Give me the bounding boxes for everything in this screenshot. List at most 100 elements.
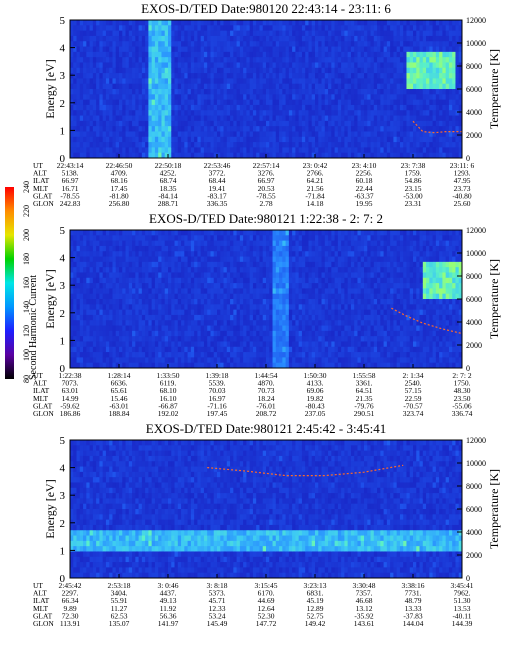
heatmap-cell bbox=[174, 245, 179, 252]
heatmap-cell bbox=[246, 362, 251, 369]
heatmap-cell bbox=[347, 99, 352, 106]
heatmap-cell bbox=[70, 57, 74, 63]
heatmap-cell bbox=[226, 115, 231, 122]
heatmap-cell bbox=[200, 57, 205, 63]
heatmap-cell bbox=[203, 35, 208, 42]
heatmap-cell bbox=[79, 152, 84, 159]
heatmap-cell bbox=[315, 62, 319, 69]
heatmap-cell bbox=[337, 30, 342, 37]
heatmap-cell bbox=[419, 142, 424, 148]
heatmap-cell bbox=[442, 120, 447, 127]
heatmap-cell bbox=[246, 25, 251, 32]
heatmap-cell bbox=[154, 330, 159, 337]
heatmap-cell bbox=[115, 288, 120, 295]
heatmap-cell bbox=[217, 341, 221, 348]
heatmap-cell bbox=[194, 57, 198, 63]
heatmap-cell bbox=[249, 73, 254, 79]
heatmap-cell bbox=[370, 115, 375, 122]
heatmap-cell bbox=[452, 147, 456, 154]
heatmap-cell bbox=[119, 267, 123, 273]
heatmap-cell bbox=[347, 104, 352, 111]
heatmap-cell bbox=[233, 152, 237, 159]
heatmap-cell bbox=[125, 136, 130, 143]
heatmap-cell bbox=[377, 57, 381, 63]
heatmap-cell bbox=[275, 51, 280, 58]
heatmap-cell bbox=[174, 314, 179, 321]
heatmap-cell bbox=[154, 309, 159, 316]
heatmap-cell bbox=[174, 320, 179, 326]
heatmap-cell bbox=[83, 89, 87, 95]
heatmap-cell bbox=[207, 147, 211, 154]
heatmap-cell bbox=[83, 83, 87, 90]
heatmap-cell bbox=[161, 288, 166, 295]
heatmap-cell bbox=[272, 120, 277, 127]
heatmap-cell bbox=[226, 245, 231, 252]
heatmap-cell bbox=[207, 314, 211, 321]
heatmap-cell bbox=[171, 330, 175, 337]
heatmap-cell bbox=[455, 99, 460, 106]
heatmap-cell bbox=[181, 256, 185, 263]
heatmap-cell bbox=[161, 147, 166, 154]
heatmap-cell bbox=[370, 41, 375, 47]
heatmap-cell bbox=[135, 346, 139, 353]
heatmap-cell bbox=[138, 346, 143, 353]
heatmap-cell bbox=[92, 104, 97, 111]
heatmap-cell bbox=[266, 67, 270, 74]
heatmap-cell bbox=[233, 51, 237, 58]
heatmap-cell bbox=[187, 136, 192, 143]
heatmap-cell bbox=[455, 46, 460, 53]
heatmap-cell bbox=[174, 235, 179, 242]
heatmap-cell bbox=[194, 267, 198, 273]
heatmap-cell bbox=[128, 320, 133, 326]
heatmap-cell bbox=[197, 147, 202, 154]
heatmap-cell bbox=[419, 110, 424, 116]
heatmap-cell bbox=[324, 46, 329, 53]
heatmap-cell bbox=[311, 30, 316, 37]
heatmap-cell bbox=[138, 341, 143, 348]
heatmap-cell bbox=[177, 73, 182, 79]
heatmap-cell bbox=[354, 51, 358, 58]
heatmap-cell bbox=[328, 89, 332, 95]
heatmap-cell bbox=[390, 30, 394, 37]
heatmap-cell bbox=[207, 304, 211, 311]
heatmap-cell bbox=[148, 126, 153, 132]
heatmap-cell bbox=[403, 30, 407, 37]
heatmap-cell bbox=[230, 41, 234, 47]
heatmap-cell bbox=[331, 126, 335, 132]
heatmap-cell bbox=[279, 73, 283, 79]
heatmap-cell bbox=[194, 131, 198, 138]
heatmap-cell bbox=[213, 341, 218, 348]
heatmap-cell bbox=[86, 293, 90, 300]
heatmap-cell bbox=[236, 46, 241, 53]
heatmap-cell bbox=[262, 83, 267, 90]
heatmap-cell bbox=[272, 330, 277, 337]
heatmap-cell bbox=[370, 25, 375, 32]
heatmap-cell bbox=[259, 35, 264, 42]
heatmap-cell bbox=[213, 293, 218, 300]
heatmap-cell bbox=[174, 25, 179, 32]
heatmap-cell bbox=[285, 230, 290, 236]
heatmap-cell bbox=[259, 245, 264, 252]
heatmap-cell bbox=[354, 152, 358, 159]
heatmap-cell bbox=[360, 62, 365, 69]
heatmap-cell bbox=[328, 46, 332, 53]
heatmap-cell bbox=[360, 73, 365, 79]
heatmap-cell bbox=[236, 336, 241, 342]
heatmap-cell bbox=[279, 104, 283, 111]
heatmap-cell bbox=[409, 147, 414, 154]
heatmap-cell bbox=[223, 235, 228, 242]
heatmap-cell bbox=[122, 304, 126, 311]
heatmap-cell bbox=[458, 110, 463, 116]
heatmap-cell bbox=[171, 293, 175, 300]
heatmap-cell bbox=[194, 51, 198, 58]
heatmap-cell bbox=[249, 314, 254, 321]
heatmap-cell bbox=[141, 131, 146, 138]
heatmap-cell bbox=[109, 309, 113, 316]
heatmap-cell bbox=[168, 330, 172, 337]
heatmap-cell bbox=[288, 20, 293, 26]
heatmap-cell bbox=[266, 341, 270, 348]
heatmap-cell bbox=[86, 320, 90, 326]
heatmap-cell bbox=[200, 35, 205, 42]
heatmap-cell bbox=[393, 67, 398, 74]
heatmap-cell bbox=[187, 147, 192, 154]
